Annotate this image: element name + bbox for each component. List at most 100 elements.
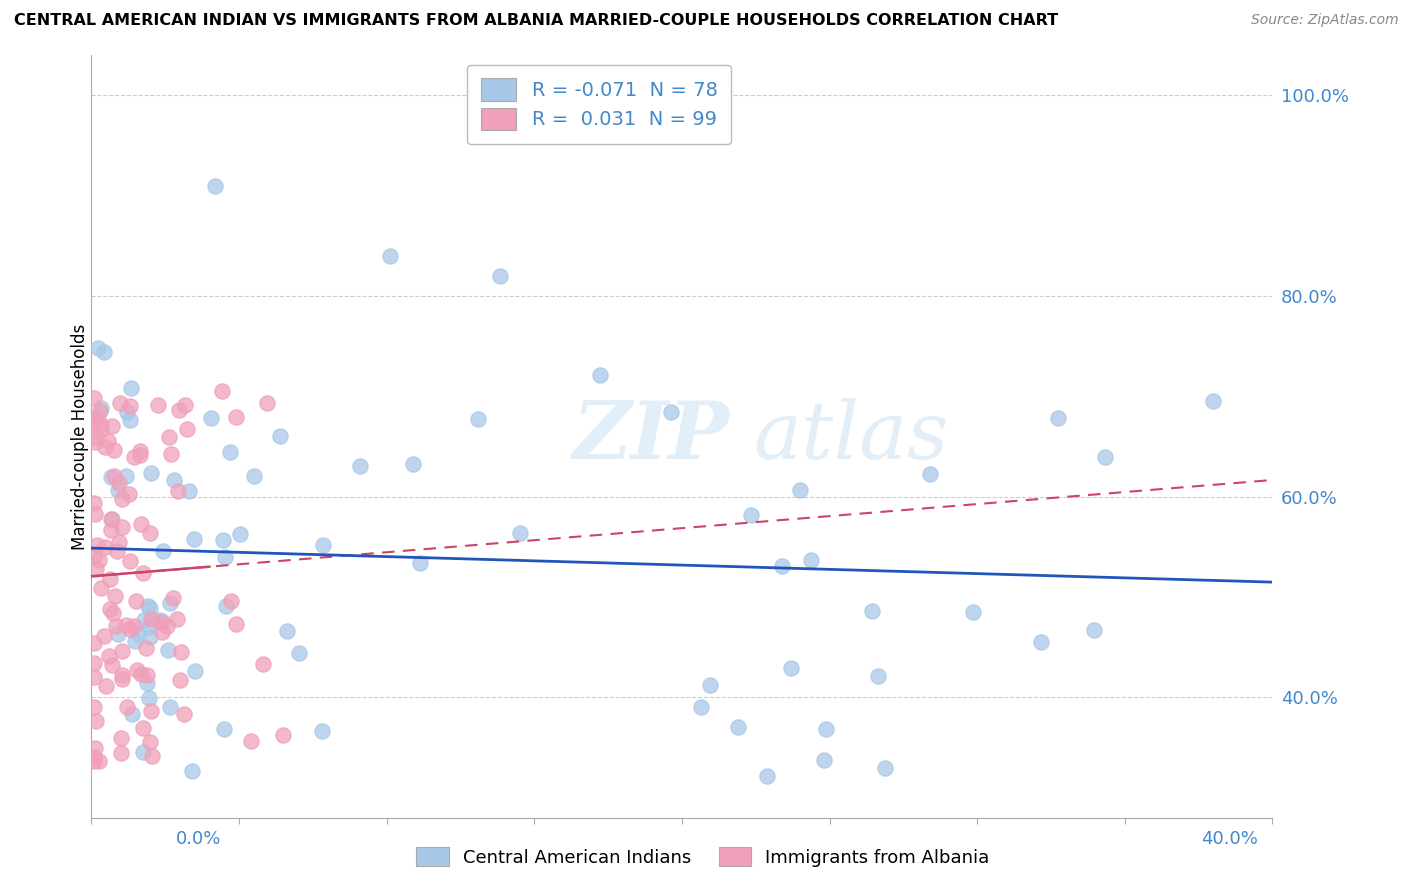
Point: [218, 445, 240, 459]
Point: [860, 604, 883, 618]
Point: [212, 722, 235, 736]
Point: [129, 666, 152, 681]
Point: [138, 630, 160, 644]
Point: [120, 381, 142, 395]
Point: [121, 707, 143, 722]
Point: [204, 178, 226, 193]
Point: [780, 661, 803, 675]
Point: [214, 550, 236, 565]
Point: [98, 602, 121, 616]
Point: [200, 411, 222, 425]
Point: [509, 525, 531, 540]
Point: [104, 589, 127, 603]
Point: [89, 754, 111, 768]
Point: [118, 554, 141, 568]
Point: [920, 467, 942, 482]
Point: [83, 656, 105, 670]
Point: [181, 764, 204, 778]
Point: [132, 745, 155, 759]
Point: [83, 635, 105, 649]
Point: [252, 657, 274, 672]
Point: [120, 623, 142, 637]
Point: [169, 402, 191, 417]
Point: [173, 398, 195, 412]
Point: [103, 606, 125, 620]
Point: [139, 704, 162, 718]
Text: ZIP: ZIP: [572, 398, 730, 475]
Point: [122, 619, 145, 633]
Point: [97, 434, 120, 448]
Point: [87, 413, 110, 427]
Point: [311, 723, 333, 738]
Point: [83, 740, 105, 755]
Point: [84, 562, 107, 576]
Point: [105, 544, 128, 558]
Point: [148, 613, 170, 627]
Point: [800, 553, 823, 567]
Text: 40.0%: 40.0%: [1202, 830, 1258, 847]
Point: [1201, 393, 1223, 408]
Point: [149, 615, 172, 630]
Point: [90, 401, 112, 415]
Point: [93, 344, 115, 359]
Point: [129, 517, 152, 532]
Point: [103, 468, 125, 483]
Point: [215, 599, 238, 613]
Point: [139, 466, 162, 480]
Point: [211, 384, 233, 398]
Point: [146, 398, 169, 412]
Point: [94, 679, 117, 693]
Point: [256, 396, 278, 410]
Point: [225, 410, 247, 425]
Point: [89, 403, 111, 417]
Point: [83, 496, 105, 510]
Point: [100, 572, 122, 586]
Point: [111, 668, 134, 682]
Point: [176, 422, 198, 436]
Point: [138, 691, 160, 706]
Point: [467, 412, 489, 426]
Point: [789, 483, 811, 497]
Point: [127, 627, 149, 641]
Point: [170, 645, 193, 659]
Point: [107, 483, 129, 497]
Point: [139, 601, 162, 615]
Point: [86, 342, 108, 356]
Point: [108, 395, 131, 409]
Point: [90, 424, 112, 438]
Point: [211, 533, 233, 547]
Text: Source: ZipAtlas.com: Source: ZipAtlas.com: [1251, 13, 1399, 28]
Point: [131, 566, 153, 581]
Point: [84, 430, 107, 444]
Point: [184, 664, 207, 678]
Point: [962, 606, 984, 620]
Text: CENTRAL AMERICAN INDIAN VS IMMIGRANTS FROM ALBANIA MARRIED-COUPLE HOUSEHOLDS COR: CENTRAL AMERICAN INDIAN VS IMMIGRANTS FR…: [14, 13, 1059, 29]
Point: [271, 728, 294, 742]
Point: [117, 405, 139, 419]
Point: [183, 532, 205, 546]
Point: [699, 678, 721, 692]
Point: [813, 752, 835, 766]
Point: [219, 594, 242, 608]
Point: [115, 699, 138, 714]
Point: [136, 599, 159, 614]
Point: [276, 624, 298, 639]
Point: [105, 618, 128, 632]
Point: [727, 720, 749, 734]
Point: [122, 450, 145, 464]
Point: [160, 447, 183, 461]
Point: [132, 721, 155, 735]
Legend: Central American Indians, Immigrants from Albania: Central American Indians, Immigrants fro…: [409, 840, 997, 874]
Point: [84, 714, 107, 728]
Point: [90, 417, 112, 432]
Point: [118, 487, 141, 501]
Point: [136, 668, 159, 682]
Point: [94, 541, 117, 555]
Point: [93, 629, 115, 643]
Point: [173, 706, 195, 721]
Legend: R = -0.071  N = 78, R =  0.031  N = 99: R = -0.071 N = 78, R = 0.031 N = 99: [467, 65, 731, 144]
Point: [269, 428, 291, 442]
Point: [240, 734, 263, 748]
Point: [83, 670, 105, 684]
Point: [100, 470, 122, 484]
